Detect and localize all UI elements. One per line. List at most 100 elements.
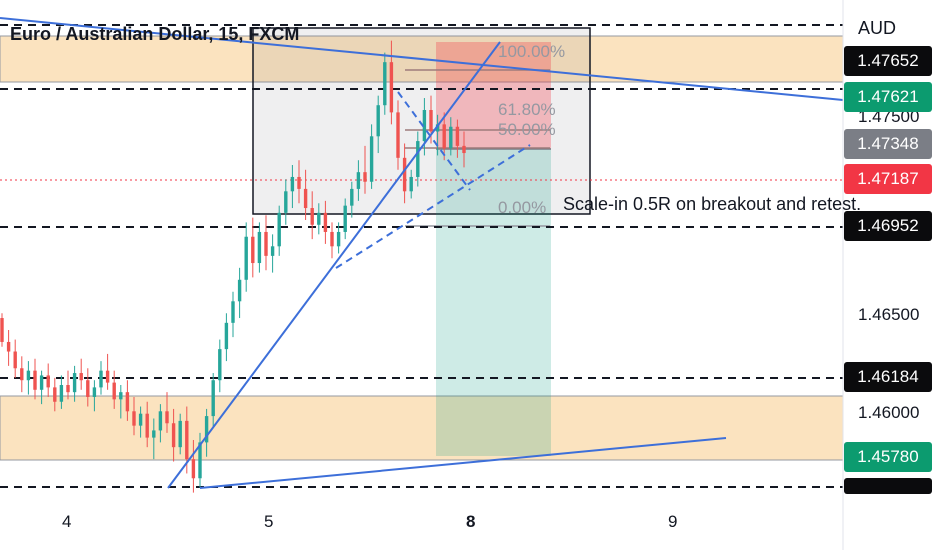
candle-body — [26, 370, 31, 381]
candle-body — [462, 145, 466, 154]
candle-body — [178, 420, 182, 448]
candle-body — [317, 212, 321, 225]
candle-body — [86, 380, 90, 397]
candle-body — [165, 411, 169, 424]
candle-body — [0, 318, 4, 342]
trend-line-long-down — [0, 17, 844, 101]
candle-body — [442, 124, 446, 149]
candle-body — [6, 341, 11, 352]
candle-body — [105, 370, 110, 383]
candle-body — [422, 110, 427, 142]
price-tag-black: 1.46184 — [844, 362, 932, 392]
candle-body — [303, 188, 308, 209]
candle-body — [191, 459, 196, 479]
currency-label: AUD — [858, 18, 897, 38]
candle-body — [284, 191, 288, 213]
candle-body — [132, 411, 136, 426]
price-tag-black: 1.46952 — [844, 211, 932, 241]
trend-line-bottom — [199, 437, 727, 489]
price-tag-green: 1.47621 — [844, 82, 932, 112]
candle-body — [455, 126, 460, 146]
y-tick-label: 1.46500 — [858, 305, 920, 324]
candle-body — [185, 420, 189, 460]
candle-body — [72, 373, 77, 393]
price-tag-green: 1.45780 — [844, 442, 932, 472]
candle-body — [435, 124, 440, 132]
price-tag-black — [844, 478, 932, 494]
candle-body — [343, 205, 347, 232]
candle-body — [290, 176, 295, 192]
candle-body — [152, 430, 156, 438]
candle-body — [46, 375, 50, 388]
price-tag-red: 1.47187 — [844, 164, 932, 194]
candle-body — [158, 411, 163, 431]
candle-body — [125, 392, 130, 412]
candle-body — [363, 172, 367, 182]
candle-body — [119, 392, 123, 400]
candle-body — [369, 136, 374, 182]
candle-body — [237, 279, 242, 302]
candle-body — [251, 236, 255, 264]
position-reward-area — [436, 149, 551, 456]
x-tick-label: 8 — [466, 512, 475, 531]
candle-body — [257, 231, 262, 264]
candle-body — [138, 413, 143, 426]
candle-body — [171, 423, 176, 448]
candle-body — [297, 176, 301, 189]
horizontal-levels — [0, 24, 843, 488]
candle-body — [20, 368, 24, 381]
candle-body — [330, 231, 334, 247]
candle-body — [323, 212, 328, 232]
candle-body — [429, 110, 433, 132]
candle-body — [277, 212, 281, 247]
candle-body — [336, 231, 341, 247]
y-tick-label: 1.46000 — [858, 403, 920, 422]
trend-lines — [0, 17, 844, 489]
x-tick-label: 5 — [264, 512, 273, 531]
chart-title: Euro / Australian Dollar, 15, FXCM — [10, 24, 300, 44]
candle-body — [244, 236, 248, 280]
candle-body — [449, 126, 453, 149]
candle-body — [33, 370, 37, 390]
candle-body — [39, 375, 44, 390]
fib-label-50: 50.00% — [498, 120, 556, 139]
candle-body — [402, 157, 407, 192]
candle-body — [198, 442, 202, 479]
candle-body — [383, 62, 387, 106]
candle-body — [224, 322, 229, 350]
wedge-lower — [335, 144, 531, 269]
candle-body — [416, 141, 420, 177]
candle-body — [376, 105, 380, 137]
candle-body — [145, 413, 149, 438]
candle-body — [264, 231, 268, 256]
x-tick-label: 4 — [62, 512, 71, 531]
candle-body — [13, 351, 17, 369]
candle-body — [59, 385, 64, 402]
candle-body — [396, 112, 400, 158]
candle-body — [211, 380, 215, 417]
wedge-upper — [397, 91, 471, 191]
fib-label-0: 0.00% — [498, 198, 546, 217]
candle-body — [79, 373, 83, 381]
candle-body — [218, 349, 222, 381]
candle-body — [409, 176, 413, 192]
candle-body — [92, 387, 97, 397]
price-tag-gray: 1.47348 — [844, 129, 932, 159]
candles — [0, 40, 466, 493]
price-tag-black: 1.47652 — [844, 46, 932, 76]
candle-body — [53, 387, 57, 402]
candle-body — [99, 370, 103, 388]
candle-body — [270, 246, 275, 256]
position-risk-area — [436, 42, 551, 149]
candle-body — [231, 301, 235, 323]
x-tick-label: 9 — [668, 512, 677, 531]
candle-body — [389, 62, 394, 113]
candle-body — [310, 208, 314, 225]
fib-label-100: 100.00% — [498, 42, 565, 61]
candle-body — [66, 385, 70, 393]
trend-line-rising-support — [167, 41, 501, 489]
fib-label-618: 61.80% — [498, 100, 556, 119]
candle-body — [204, 416, 209, 443]
annotation-label[interactable]: Scale-in 0.5R on breakout and retest. — [563, 194, 862, 214]
